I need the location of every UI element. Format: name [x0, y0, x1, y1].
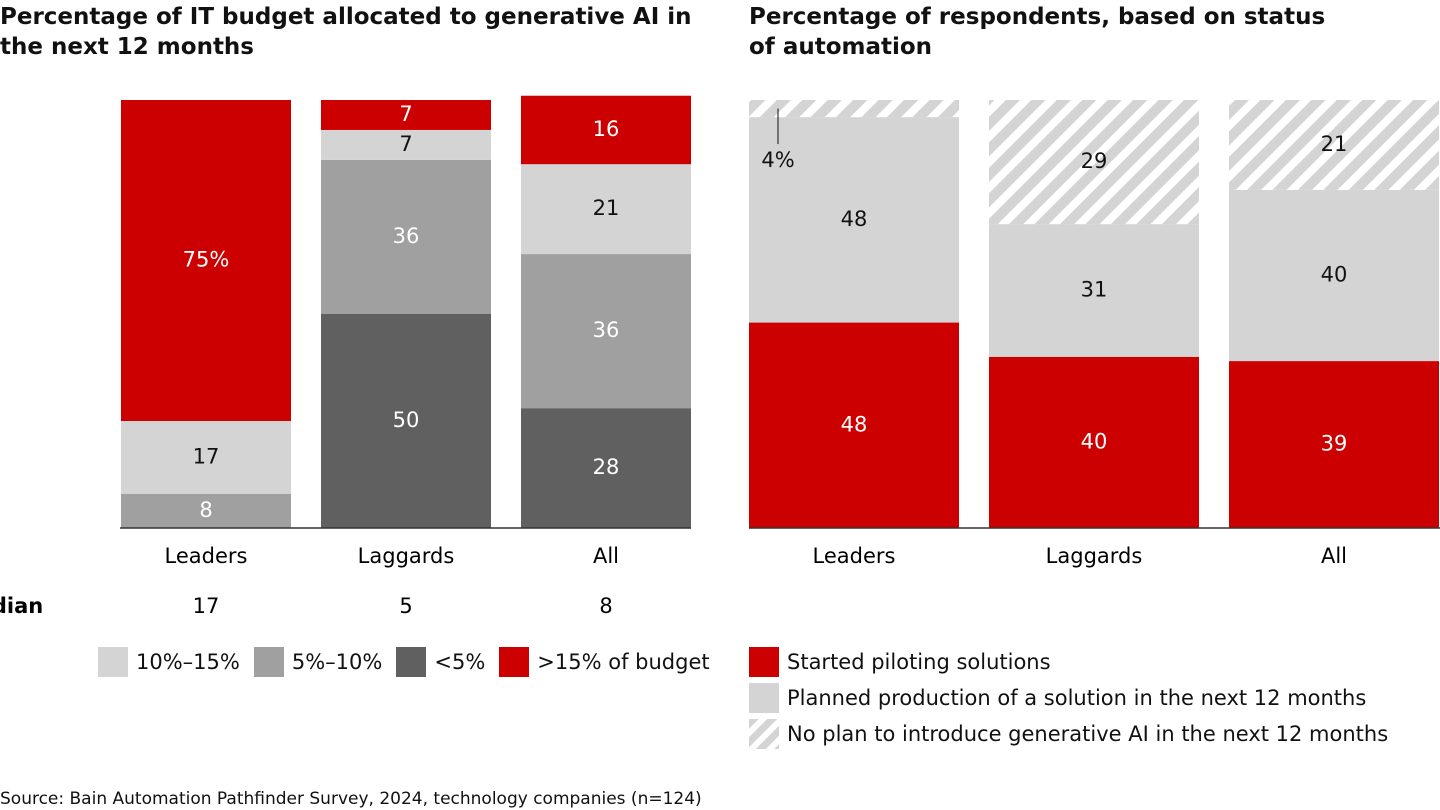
- data-label: 7: [399, 102, 412, 126]
- x-tick-label: Leaders: [165, 544, 248, 568]
- source-note: Source: Bain Automation Pathfinder Surve…: [0, 789, 702, 809]
- bar-segment: [1229, 100, 1439, 190]
- data-label: 36: [393, 224, 420, 248]
- bar-segment: [989, 224, 1199, 357]
- legend-item: >15% of budget: [499, 647, 710, 677]
- data-label: 31: [1081, 277, 1108, 301]
- data-label: 21: [1321, 132, 1348, 156]
- legend-item: Planned production of a solution in the …: [749, 683, 1388, 713]
- bar-segment: [121, 421, 291, 494]
- median-value: 5: [399, 594, 412, 618]
- bar-segment: [121, 493, 291, 528]
- data-label: 40: [1081, 429, 1108, 453]
- bar-segment: [521, 408, 691, 528]
- data-label: 36: [593, 318, 620, 342]
- legend-swatch: [98, 647, 128, 677]
- bar-segment: [521, 95, 691, 165]
- legend-swatch: [396, 647, 427, 677]
- bar-segment: [121, 100, 291, 421]
- data-label: 7: [399, 132, 412, 156]
- data-label: 8: [199, 498, 212, 522]
- data-label: 16: [593, 117, 620, 141]
- legend-swatch: [749, 683, 779, 713]
- legend-item: <5%: [396, 647, 485, 677]
- median-label: Median: [0, 594, 43, 618]
- legend-item: 5%–10%: [253, 647, 383, 677]
- legend-label: Started piloting solutions: [787, 650, 1051, 674]
- legend-label: 5%–10%: [291, 650, 383, 674]
- data-label: 39: [1321, 432, 1348, 456]
- data-label: 28: [593, 455, 620, 479]
- median-value: 8: [599, 594, 612, 618]
- bar-segment: [989, 356, 1199, 528]
- legend-label: Planned production of a solution in the …: [787, 686, 1367, 710]
- data-label: 4%: [761, 148, 794, 172]
- bar-segment: [521, 164, 691, 255]
- chart-title: Percentage of IT budget allocated to gen…: [0, 4, 692, 60]
- bar-segment: [749, 322, 959, 528]
- legend-item: Started piloting solutions: [749, 647, 1388, 677]
- data-label: 75%: [183, 248, 230, 272]
- legend-swatch: [499, 647, 530, 677]
- x-tick-label: Laggards: [358, 544, 455, 568]
- data-label: 17: [193, 444, 220, 468]
- bar-segment: [521, 254, 691, 409]
- data-label: 48: [841, 412, 868, 436]
- legend-item: No plan to introduce generative AI in th…: [749, 719, 1388, 749]
- bar-segment: [321, 314, 491, 528]
- bar-segment: [321, 159, 491, 314]
- legend: 10%–15% 5%–10% <5% >15% of budget: [98, 647, 710, 677]
- bar-segment: [1229, 361, 1439, 528]
- data-label: 40: [1321, 262, 1348, 286]
- bar-segment: [749, 100, 959, 118]
- legend-label: 10%–15%: [136, 650, 240, 674]
- legend-swatch: [749, 647, 779, 677]
- x-tick-label: All: [1321, 544, 1347, 568]
- legend-swatch: [749, 719, 779, 749]
- legend-swatch: [253, 647, 284, 677]
- data-label: 48: [841, 207, 868, 231]
- chart-title: Percentage of respondents, based on stat…: [749, 4, 1326, 60]
- data-label: 50: [393, 408, 420, 432]
- data-label: 29: [1081, 149, 1108, 173]
- bar-segment: [321, 100, 491, 130]
- legend-item: 10%–15%: [98, 647, 240, 677]
- bar-segment: [749, 117, 959, 323]
- x-tick-label: All: [593, 544, 619, 568]
- legend-label: No plan to introduce generative AI in th…: [787, 722, 1389, 746]
- legend: Started piloting solutions Planned produc…: [749, 647, 1388, 749]
- x-tick-label: Leaders: [813, 544, 896, 568]
- bar-segment: [989, 100, 1199, 225]
- bar-segment: [1229, 189, 1439, 362]
- x-tick-label: Laggards: [1046, 544, 1143, 568]
- legend-label: <5%: [434, 650, 486, 674]
- median-value: 17: [193, 594, 220, 618]
- data-label: 21: [593, 196, 620, 220]
- legend-label: >15% of budget: [537, 650, 710, 674]
- bar-segment: [321, 129, 491, 160]
